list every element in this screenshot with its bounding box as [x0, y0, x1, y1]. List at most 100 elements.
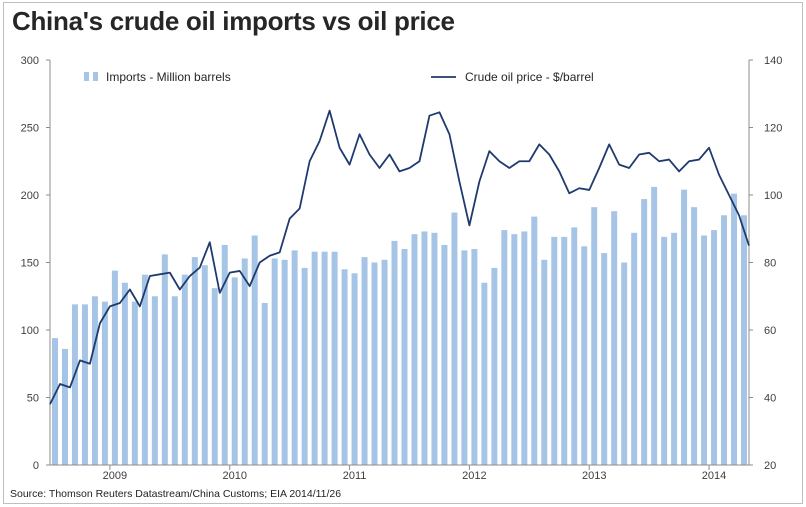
legend: Imports - Million barrels Crude oil price…: [84, 70, 594, 84]
import-bar: [171, 296, 178, 465]
x-tick-label: 2010: [222, 470, 246, 482]
import-bar: [351, 273, 358, 465]
import-bar: [431, 232, 438, 465]
import-bar: [471, 249, 478, 465]
left-tick-label: 150: [21, 258, 39, 270]
import-bar: [81, 304, 88, 465]
import-bar: [451, 212, 458, 465]
import-bar: [581, 246, 588, 465]
import-bar: [371, 262, 378, 465]
import-bar: [331, 251, 338, 465]
x-tick-label: 2013: [582, 470, 606, 482]
imports-bars: [52, 186, 747, 466]
right-tick-label: 40: [764, 393, 776, 405]
import-bar: [361, 257, 368, 465]
import-bar: [321, 251, 328, 465]
import-bar: [211, 288, 218, 465]
left-tick-label: 250: [21, 123, 39, 135]
import-bar: [261, 303, 268, 465]
import-bar: [671, 232, 678, 465]
import-bar: [641, 199, 648, 466]
imports-legend-swatch: [93, 72, 98, 81]
import-bar: [561, 236, 568, 465]
import-bar: [481, 282, 488, 465]
price-line: [49, 109, 750, 405]
left-tick-label: 100: [21, 325, 39, 337]
import-bar: [461, 250, 468, 465]
right-tick-label: 120: [764, 123, 782, 135]
import-bar: [181, 274, 188, 465]
import-bar: [391, 240, 398, 465]
x-tick-label: 2012: [462, 470, 486, 482]
import-bar: [401, 249, 408, 465]
import-bar: [191, 257, 198, 465]
import-bar: [691, 207, 698, 465]
imports-legend-swatch: [84, 72, 89, 81]
chart-frame: [3, 2, 803, 504]
import-bar: [151, 296, 158, 465]
import-bar: [341, 269, 348, 465]
import-bar: [441, 244, 448, 465]
right-tick-label: 140: [764, 55, 782, 67]
right-tick-label: 20: [764, 460, 776, 472]
axes: 0 50 100 150 200 250 300 20 40 60 80 100 120 140 2009 2…: [21, 55, 783, 482]
import-bar: [121, 282, 128, 465]
import-bar: [271, 258, 278, 465]
import-bar: [421, 231, 428, 465]
import-bar: [131, 301, 138, 465]
import-bar: [231, 277, 238, 465]
import-bar: [101, 301, 108, 465]
left-tick-label: 200: [21, 190, 39, 202]
source-note: Source: Thomson Reuters Datastream/China…: [10, 488, 342, 500]
x-tick-label: 2011: [343, 470, 367, 482]
right-tick-label: 80: [764, 258, 776, 270]
import-bar: [111, 270, 118, 465]
import-bar: [551, 236, 558, 465]
import-bar: [501, 230, 508, 465]
right-tick-label: 100: [764, 190, 782, 202]
import-bar: [731, 193, 738, 465]
import-bar: [591, 207, 598, 465]
import-bar: [541, 259, 548, 465]
import-bar: [71, 304, 78, 465]
left-tick-label: 0: [33, 460, 39, 472]
right-tick-label: 60: [764, 325, 776, 337]
left-tick-label: 50: [27, 393, 39, 405]
import-bar: [221, 244, 228, 465]
import-bar: [251, 235, 258, 465]
import-bar: [621, 262, 628, 465]
chart-title: China's crude oil imports vs oil price: [12, 6, 455, 36]
x-tick-label: 2014: [702, 470, 726, 482]
import-bar: [301, 267, 308, 465]
import-bar: [241, 258, 248, 465]
import-bar: [521, 231, 528, 465]
import-bar: [701, 235, 708, 465]
price-legend-label: Crude oil price - $/barrel: [465, 70, 594, 84]
import-bar: [91, 296, 98, 465]
import-bar: [141, 274, 148, 465]
import-bar: [611, 211, 618, 465]
import-bar: [531, 216, 538, 465]
import-bar: [491, 267, 498, 465]
imports-legend-label: Imports - Million barrels: [106, 70, 231, 84]
import-bar: [291, 250, 298, 465]
import-bar: [61, 348, 68, 465]
import-bar: [681, 189, 688, 465]
import-bar: [651, 186, 658, 465]
import-bar: [661, 236, 668, 465]
import-bar: [281, 259, 288, 465]
import-bar: [571, 227, 578, 465]
import-bar: [631, 232, 638, 465]
import-bar: [601, 253, 608, 465]
import-bar: [161, 254, 168, 465]
import-bar: [381, 259, 388, 465]
import-bar: [201, 265, 208, 465]
left-tick-label: 300: [21, 55, 39, 67]
import-bar: [721, 215, 728, 465]
import-bar: [711, 230, 718, 465]
import-bar: [52, 338, 58, 465]
import-bar: [311, 251, 318, 465]
x-tick-label: 2009: [103, 470, 127, 482]
import-bar: [741, 215, 747, 465]
